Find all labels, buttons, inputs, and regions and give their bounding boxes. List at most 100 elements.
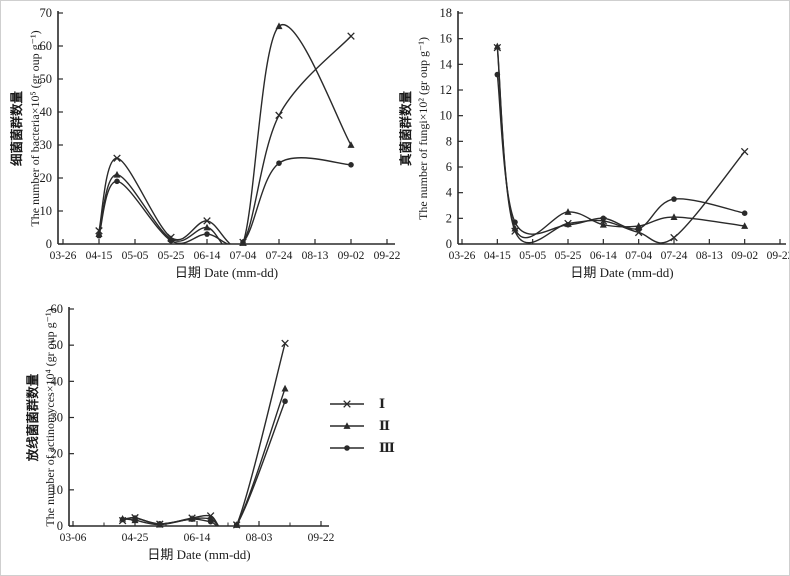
- y-tick-label: 20: [51, 447, 64, 461]
- circle-marker: [512, 219, 518, 225]
- triangle-marker: [493, 42, 501, 50]
- series-line-Ⅲ: [496, 74, 745, 235]
- x-tick-label: 09-22: [767, 250, 790, 262]
- circle-marker: [565, 221, 571, 228]
- legend-label: Ⅰ: [379, 396, 386, 411]
- x-tick-label: 08-03: [246, 532, 273, 544]
- bacteria-line-chart: 0 10 20 30 40 50 60 70 03-26 04-15 05-05 05-25 06-14…: [9, 6, 401, 280]
- x-tick-label: 07-04: [230, 250, 257, 262]
- legend-label: Ⅱ: [379, 418, 390, 433]
- cross-marker: [275, 111, 283, 120]
- x-tick-label: 05-05: [122, 250, 149, 262]
- circle-marker: [207, 518, 214, 525]
- y-tick-label: 50: [51, 338, 64, 352]
- series-markers: [118, 339, 289, 529]
- circle-marker: [204, 231, 210, 237]
- y-tick-label: 60: [51, 302, 64, 316]
- x-axis-title: 日期 Date (mm-dd): [570, 265, 673, 280]
- circle-marker: [168, 237, 174, 244]
- triangle-marker: [564, 208, 572, 215]
- y-axis-title-en: The number of fungi×10² (gr oup g⁻¹): [416, 37, 430, 220]
- cross-marker: [347, 32, 355, 40]
- chart-legend: Ⅰ Ⅱ Ⅲ: [329, 393, 395, 459]
- circle-marker: [96, 232, 102, 239]
- actinomyces-line-chart: 0 10 20 30 40 50 60 03-06 04-25 06-14 08-03 09-22 日期…: [25, 302, 335, 562]
- y-tick-label: 10: [440, 109, 453, 123]
- y-axis-title-en: The number of bacteria×10⁵ (gr oup g⁻¹): [28, 30, 42, 226]
- y-tick-label: 20: [40, 171, 53, 185]
- circle-marker: [671, 196, 677, 202]
- series-line-Ⅰ: [98, 35, 352, 244]
- cross-marker: [670, 233, 678, 242]
- y-tick-label: 14: [440, 57, 453, 71]
- x-axis-title: 日期 Date (mm-dd): [147, 547, 250, 562]
- circle-marker: [114, 178, 120, 185]
- x-tick-label: 09-02: [731, 250, 758, 262]
- y-tick-label: 10: [51, 483, 64, 497]
- circle-marker: [344, 445, 350, 451]
- x-tick-label: 05-25: [158, 250, 185, 262]
- series-line-Ⅲ: [98, 157, 352, 244]
- y-tick-label: 0: [57, 519, 63, 533]
- y-axis-title-cn: 放线菌菌群数量: [25, 373, 40, 462]
- x-tick-label: 09-22: [308, 532, 335, 544]
- triangle-marker: [670, 213, 678, 220]
- triangle-marker: [281, 384, 289, 392]
- y-axis-title-cn: 真菌菌群数量: [398, 91, 413, 167]
- x-tick-label: 04-25: [122, 532, 149, 544]
- y-tick-label: 12: [440, 83, 453, 97]
- y-axis-title-cn: 细菌菌群数量: [9, 91, 24, 167]
- circle-marker: [233, 522, 240, 528]
- x-tick-label: 09-22: [374, 250, 401, 262]
- series-line-Ⅱ: [122, 388, 286, 526]
- triangle-marker: [113, 170, 121, 178]
- circle-marker: [635, 225, 642, 232]
- circle-marker: [348, 162, 354, 168]
- x-tick-label: 08-13: [696, 250, 723, 262]
- legend-key-line: [330, 422, 364, 429]
- legend-item-1: Ⅰ: [329, 393, 395, 415]
- circle-marker: [600, 215, 607, 222]
- x-tick-label: 03-26: [50, 250, 77, 262]
- cross-marker: [740, 147, 749, 156]
- x-tick-label: 03-26: [449, 250, 476, 262]
- triangle-marker: [741, 222, 749, 229]
- x-tick-label: 05-25: [555, 250, 582, 262]
- y-axis-title-en: The number of actinomyces×10⁴ (gr oup g⁻…: [43, 308, 57, 526]
- y-tick-label: 40: [40, 105, 53, 119]
- series-line-Ⅰ: [496, 47, 746, 244]
- y-tick-label: 16: [440, 32, 453, 46]
- circle-marker: [132, 515, 138, 521]
- series-lines: [496, 46, 746, 244]
- y-tick-label: 70: [40, 6, 53, 20]
- legend-item-3: Ⅲ: [329, 437, 395, 459]
- legend-label: Ⅲ: [379, 440, 395, 455]
- series-line-Ⅲ: [122, 400, 286, 526]
- circle-marker: [119, 516, 126, 523]
- y-tick-label: 0: [46, 237, 52, 251]
- y-tick-label: 18: [440, 6, 453, 20]
- y-tick-label: 30: [40, 138, 53, 152]
- y-tick-label: 60: [40, 39, 53, 53]
- x-tick-label: 04-15: [86, 250, 113, 262]
- circle-marker: [282, 398, 288, 405]
- series-markers: [95, 22, 355, 247]
- x-tick-label: 06-14: [184, 532, 211, 544]
- series-line-Ⅰ: [122, 343, 286, 526]
- legend-key-line: [330, 445, 364, 451]
- y-tick-label: 50: [40, 72, 53, 86]
- series-markers: [493, 42, 749, 242]
- x-tick-label: 06-14: [194, 250, 221, 262]
- circle-marker: [189, 516, 195, 522]
- y-tick-label: 40: [51, 374, 64, 388]
- x-axis-title: 日期 Date (mm-dd): [175, 265, 278, 280]
- y-tick-label: 6: [446, 160, 452, 174]
- circle-marker: [276, 160, 282, 166]
- x-tick-label: 09-02: [338, 250, 365, 262]
- x-tick-label: 08-13: [302, 250, 329, 262]
- triangle-marker: [343, 422, 351, 429]
- x-tick-label: 04-15: [484, 250, 511, 262]
- circle-marker: [157, 521, 163, 527]
- y-tick-label: 30: [51, 411, 64, 425]
